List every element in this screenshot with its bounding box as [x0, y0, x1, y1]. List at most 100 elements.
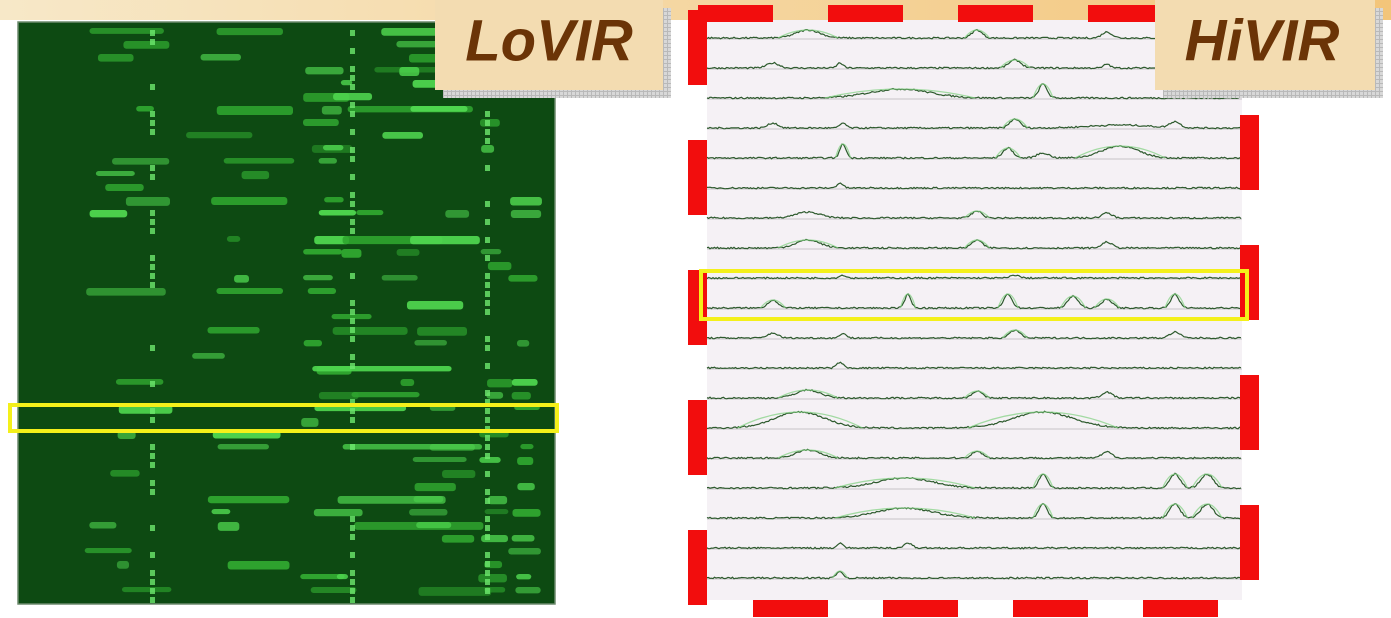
heat-band: [400, 379, 415, 387]
heat-band: [409, 509, 448, 516]
trace: [706, 292, 1242, 310]
heat-band: [510, 210, 542, 219]
heat-band: [216, 106, 294, 115]
heat-dot: [350, 174, 355, 180]
heat-band: [413, 496, 444, 503]
heat-dot: [350, 417, 355, 423]
dash: [1013, 600, 1088, 617]
heat-dot: [485, 435, 490, 441]
label-box: [1155, 0, 1375, 90]
heat-band: [318, 392, 359, 400]
heat-band: [478, 574, 507, 583]
heat-dot: [485, 129, 490, 135]
trace-peak: [963, 239, 991, 249]
heat-dot: [150, 444, 155, 450]
heat-dot: [350, 129, 355, 135]
heat-band: [200, 54, 241, 61]
heat-dot: [485, 579, 490, 585]
heat-dot: [350, 588, 355, 594]
trace: [706, 542, 1242, 550]
trace-peak: [1001, 329, 1029, 339]
heat-dot: [350, 228, 355, 234]
trace: [706, 274, 1242, 280]
trace-peak: [967, 411, 1119, 429]
heat-dot: [350, 579, 355, 585]
heat-band: [442, 470, 476, 478]
heat-dot: [150, 282, 155, 288]
heat-dot: [485, 363, 490, 369]
heat-dot: [485, 561, 490, 567]
heat-band: [314, 236, 350, 245]
heat-dot: [350, 399, 355, 405]
heat-band: [416, 522, 452, 529]
dash: [1240, 505, 1259, 580]
heat-band: [313, 509, 363, 517]
heat-band: [429, 444, 475, 451]
dash: [1240, 375, 1259, 450]
heat-band: [487, 379, 513, 388]
heat-dot: [350, 444, 355, 450]
heat-band: [511, 379, 538, 386]
heat-dot: [350, 84, 355, 90]
heat-dot: [150, 588, 155, 594]
heat-dot: [150, 228, 155, 234]
heat-dot: [485, 120, 490, 126]
trace-peak: [1074, 145, 1166, 159]
heat-dot: [150, 210, 155, 216]
heat-band: [312, 366, 452, 372]
highlight-box: [8, 403, 559, 433]
heat-band: [417, 327, 468, 336]
heat-dot: [485, 255, 490, 261]
dash: [828, 5, 903, 22]
heat-dot: [485, 336, 490, 342]
heat-band: [241, 171, 270, 180]
trace-peak: [1164, 293, 1186, 309]
heat-band: [516, 340, 530, 347]
heat-band: [216, 288, 284, 294]
heat-band: [86, 288, 166, 296]
heat-dot: [350, 318, 355, 324]
heat-dot: [350, 516, 355, 522]
trace: [706, 58, 1242, 70]
trace-peak: [834, 143, 852, 159]
dash: [688, 400, 707, 475]
trace-peak: [1001, 118, 1029, 129]
heat-dot: [485, 552, 490, 558]
heat-dot: [485, 498, 490, 504]
heat-band: [445, 210, 470, 218]
heat-band: [301, 418, 319, 427]
trace-peak: [963, 29, 991, 39]
heat-dot: [485, 417, 490, 423]
heat-band: [115, 379, 164, 385]
heat-band: [511, 535, 535, 542]
traces: [706, 28, 1242, 580]
heat-dot: [150, 453, 155, 459]
heat-dot: [485, 570, 490, 576]
heat-dot: [485, 291, 490, 297]
heat-band: [216, 28, 283, 36]
heat-band: [508, 548, 541, 555]
heat-band: [217, 444, 269, 450]
heat-band: [307, 288, 337, 295]
heat-dot: [485, 309, 490, 315]
heat-dot: [350, 273, 355, 279]
heat-dot: [150, 39, 155, 45]
heat-dot: [350, 75, 355, 81]
heat-band: [406, 301, 464, 310]
heat-dot: [350, 552, 355, 558]
heat-band: [333, 93, 373, 101]
heat-band: [508, 275, 538, 282]
trace-peak: [994, 147, 1022, 159]
label-left: LoVIR: [465, 8, 633, 73]
trace-peak: [1093, 298, 1121, 309]
heat-band: [487, 262, 512, 271]
heat-dot: [150, 489, 155, 495]
heat-dot: [350, 48, 355, 54]
heat-band: [487, 496, 508, 505]
heat-dot: [350, 309, 355, 315]
trace: [706, 329, 1242, 340]
heatmap-panel: [17, 21, 556, 605]
dash: [1088, 5, 1163, 22]
heat-band: [486, 392, 504, 399]
heat-band: [97, 54, 134, 62]
